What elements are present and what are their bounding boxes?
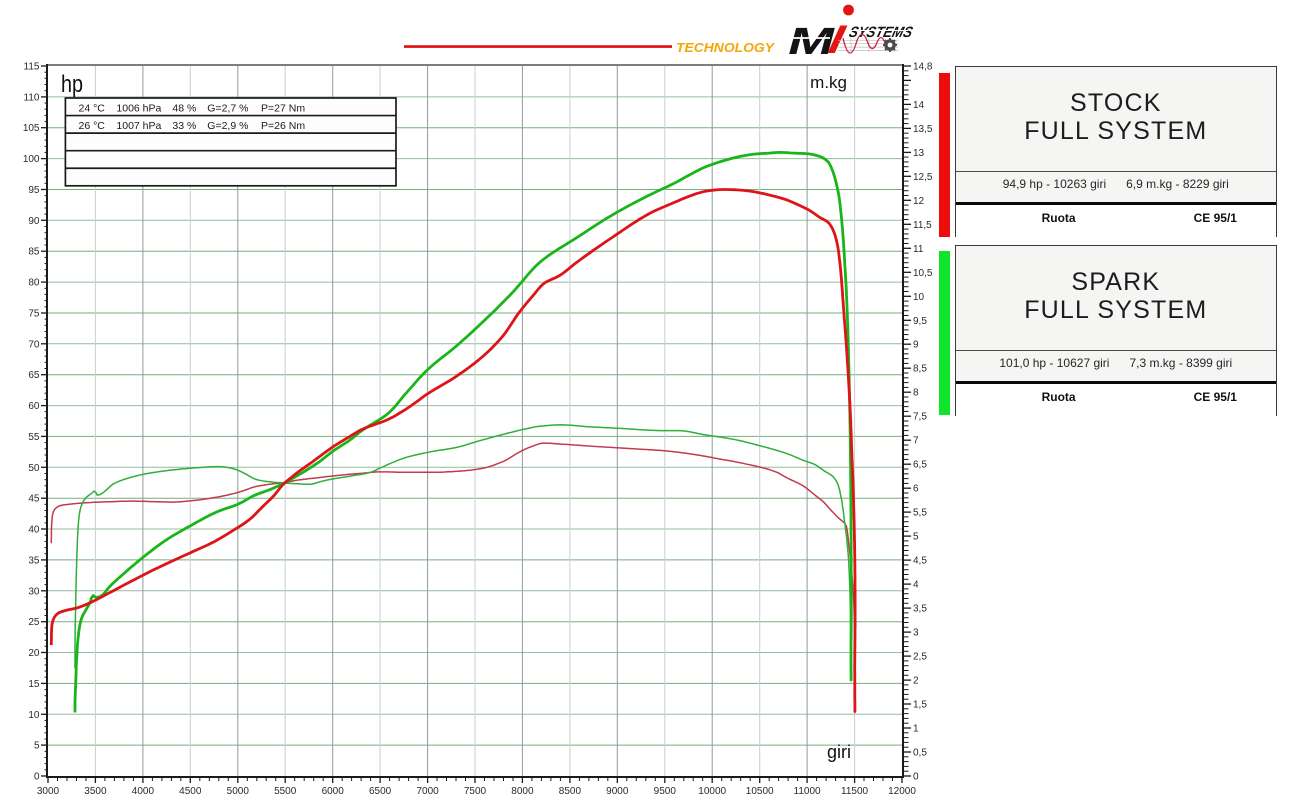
svg-text:115: 115: [24, 62, 40, 73]
svg-text:90: 90: [28, 216, 40, 227]
svg-text:6500: 6500: [369, 786, 392, 797]
svg-text:6,5: 6,5: [913, 460, 927, 471]
svg-text:10: 10: [28, 710, 40, 721]
svg-text:15: 15: [28, 679, 40, 690]
svg-text:3000: 3000: [37, 786, 60, 797]
svg-text:P=26 Nm: P=26 Nm: [261, 120, 305, 132]
svg-text:12: 12: [913, 196, 925, 207]
svg-text:11,5: 11,5: [913, 220, 932, 231]
svg-text:50: 50: [28, 463, 40, 474]
svg-text:0: 0: [34, 772, 40, 783]
svg-text:85: 85: [28, 247, 40, 258]
svg-text:2,5: 2,5: [913, 652, 927, 663]
svg-text:4000: 4000: [132, 786, 155, 797]
svg-text:10,5: 10,5: [913, 268, 933, 279]
svg-text:45: 45: [28, 494, 40, 505]
svg-text:9000: 9000: [606, 786, 629, 797]
svg-text:12000: 12000: [888, 786, 916, 797]
svg-text:4: 4: [913, 580, 919, 591]
svg-text:P=27 Nm: P=27 Nm: [261, 102, 305, 114]
svg-text:80: 80: [28, 278, 40, 289]
svg-text:5: 5: [913, 532, 919, 543]
svg-text:13: 13: [913, 148, 925, 159]
svg-text:33 %: 33 %: [172, 120, 196, 132]
svg-text:60: 60: [28, 401, 40, 412]
svg-text:9,5: 9,5: [913, 316, 927, 327]
svg-text:40: 40: [28, 525, 40, 536]
svg-text:9500: 9500: [654, 786, 677, 797]
svg-text:30: 30: [28, 586, 40, 597]
svg-text:11000: 11000: [794, 786, 822, 797]
svg-text:13,5: 13,5: [913, 124, 933, 135]
svg-text:4,5: 4,5: [913, 556, 927, 567]
svg-text:5,5: 5,5: [913, 508, 927, 519]
svg-text:8: 8: [913, 388, 919, 399]
svg-text:5: 5: [34, 741, 40, 752]
svg-text:m.kg: m.kg: [810, 73, 847, 92]
svg-text:M: M: [783, 21, 840, 63]
svg-text:9: 9: [913, 340, 919, 351]
svg-text:10: 10: [913, 292, 925, 303]
svg-text:0,5: 0,5: [913, 748, 927, 759]
svg-text:7000: 7000: [416, 786, 439, 797]
svg-text:1: 1: [913, 724, 919, 735]
svg-text:8500: 8500: [559, 786, 582, 797]
svg-text:8,5: 8,5: [913, 364, 927, 375]
svg-text:11: 11: [913, 244, 924, 255]
svg-text:65: 65: [28, 370, 40, 381]
svg-text:G=2,9 %: G=2,9 %: [207, 120, 248, 132]
svg-text:1007 hPa: 1007 hPa: [116, 120, 161, 132]
svg-text:14: 14: [913, 100, 925, 111]
svg-text:7: 7: [913, 436, 919, 447]
svg-text:giri: giri: [827, 742, 851, 762]
svg-text:11500: 11500: [841, 786, 869, 797]
svg-text:TECHNOLOGY: TECHNOLOGY: [676, 40, 775, 55]
svg-text:105: 105: [23, 123, 40, 134]
svg-text:6: 6: [913, 484, 919, 495]
svg-text:3500: 3500: [84, 786, 107, 797]
svg-text:26 °C: 26 °C: [79, 120, 106, 132]
svg-text:SYSTEMS: SYSTEMS: [847, 24, 915, 41]
svg-text:24 °C: 24 °C: [79, 102, 106, 114]
svg-text:7,5: 7,5: [913, 412, 927, 423]
svg-text:5000: 5000: [227, 786, 250, 797]
svg-text:35: 35: [28, 555, 40, 566]
svg-text:75: 75: [28, 309, 40, 320]
svg-text:12,5: 12,5: [913, 172, 933, 183]
svg-text:10000: 10000: [698, 786, 726, 797]
svg-text:2: 2: [913, 676, 919, 687]
svg-text:55: 55: [28, 432, 40, 443]
svg-text:100: 100: [23, 154, 40, 165]
svg-text:4500: 4500: [179, 786, 202, 797]
svg-text:48 %: 48 %: [172, 102, 196, 114]
svg-text:5500: 5500: [274, 786, 297, 797]
svg-text:G=2,7 %: G=2,7 %: [207, 102, 248, 114]
svg-text:110: 110: [24, 92, 40, 103]
svg-text:6000: 6000: [322, 786, 345, 797]
svg-text:25: 25: [28, 617, 40, 628]
svg-text:14,8: 14,8: [913, 62, 933, 73]
svg-text:95: 95: [28, 185, 40, 196]
svg-text:1006 hPa: 1006 hPa: [116, 102, 161, 114]
svg-text:8000: 8000: [511, 786, 534, 797]
svg-text:0: 0: [913, 772, 919, 783]
svg-text:20: 20: [28, 648, 40, 659]
svg-text:7500: 7500: [464, 786, 487, 797]
svg-text:70: 70: [28, 339, 40, 350]
svg-text:3,5: 3,5: [913, 604, 927, 615]
svg-text:3: 3: [913, 628, 919, 639]
svg-text:10500: 10500: [746, 786, 774, 797]
svg-text:1,5: 1,5: [913, 700, 927, 711]
svg-text:hp: hp: [61, 71, 83, 98]
